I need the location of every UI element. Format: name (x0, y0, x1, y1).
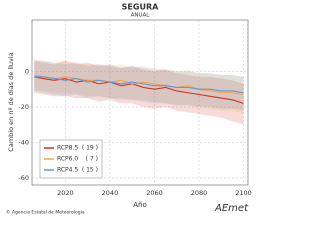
y-tick-label: -40 (18, 138, 29, 146)
footer-credit: © Agencia Estatal de Meteorología (6, 209, 85, 216)
chart-title: SEGURA (122, 3, 159, 12)
legend-count: ( 7 ) (86, 156, 98, 163)
y-tick-label: 0 (25, 67, 29, 75)
x-tick-label: 2100 (235, 189, 252, 197)
series-line (34, 76, 244, 104)
legend-count: ( 15 ) (82, 167, 98, 174)
chart-subtitle: ANUAL (131, 13, 151, 19)
x-tick-label: 2040 (102, 189, 119, 197)
series-line (34, 76, 244, 94)
legend-label: RCP6.0 (57, 156, 78, 163)
x-tick-label: 2080 (191, 189, 208, 197)
x-tick-label: 2020 (57, 189, 74, 197)
x-tick-label: 2060 (146, 189, 163, 197)
legend-label: RCP8.5 (57, 145, 78, 152)
range-band (34, 60, 244, 125)
chart: SEGURA ANUAL Año Cambio en nº de días de… (6, 3, 252, 216)
y-axis-label: Cambio en nº de días de lluvia (7, 52, 15, 151)
y-tick-label: -20 (18, 103, 29, 111)
legend-label: RCP4.5 (57, 167, 78, 174)
y-tick-label: -60 (18, 174, 29, 182)
legend-count: ( 19 ) (82, 145, 98, 152)
x-axis-label: Año (133, 201, 147, 209)
footer-logo: AEmet (214, 203, 249, 214)
